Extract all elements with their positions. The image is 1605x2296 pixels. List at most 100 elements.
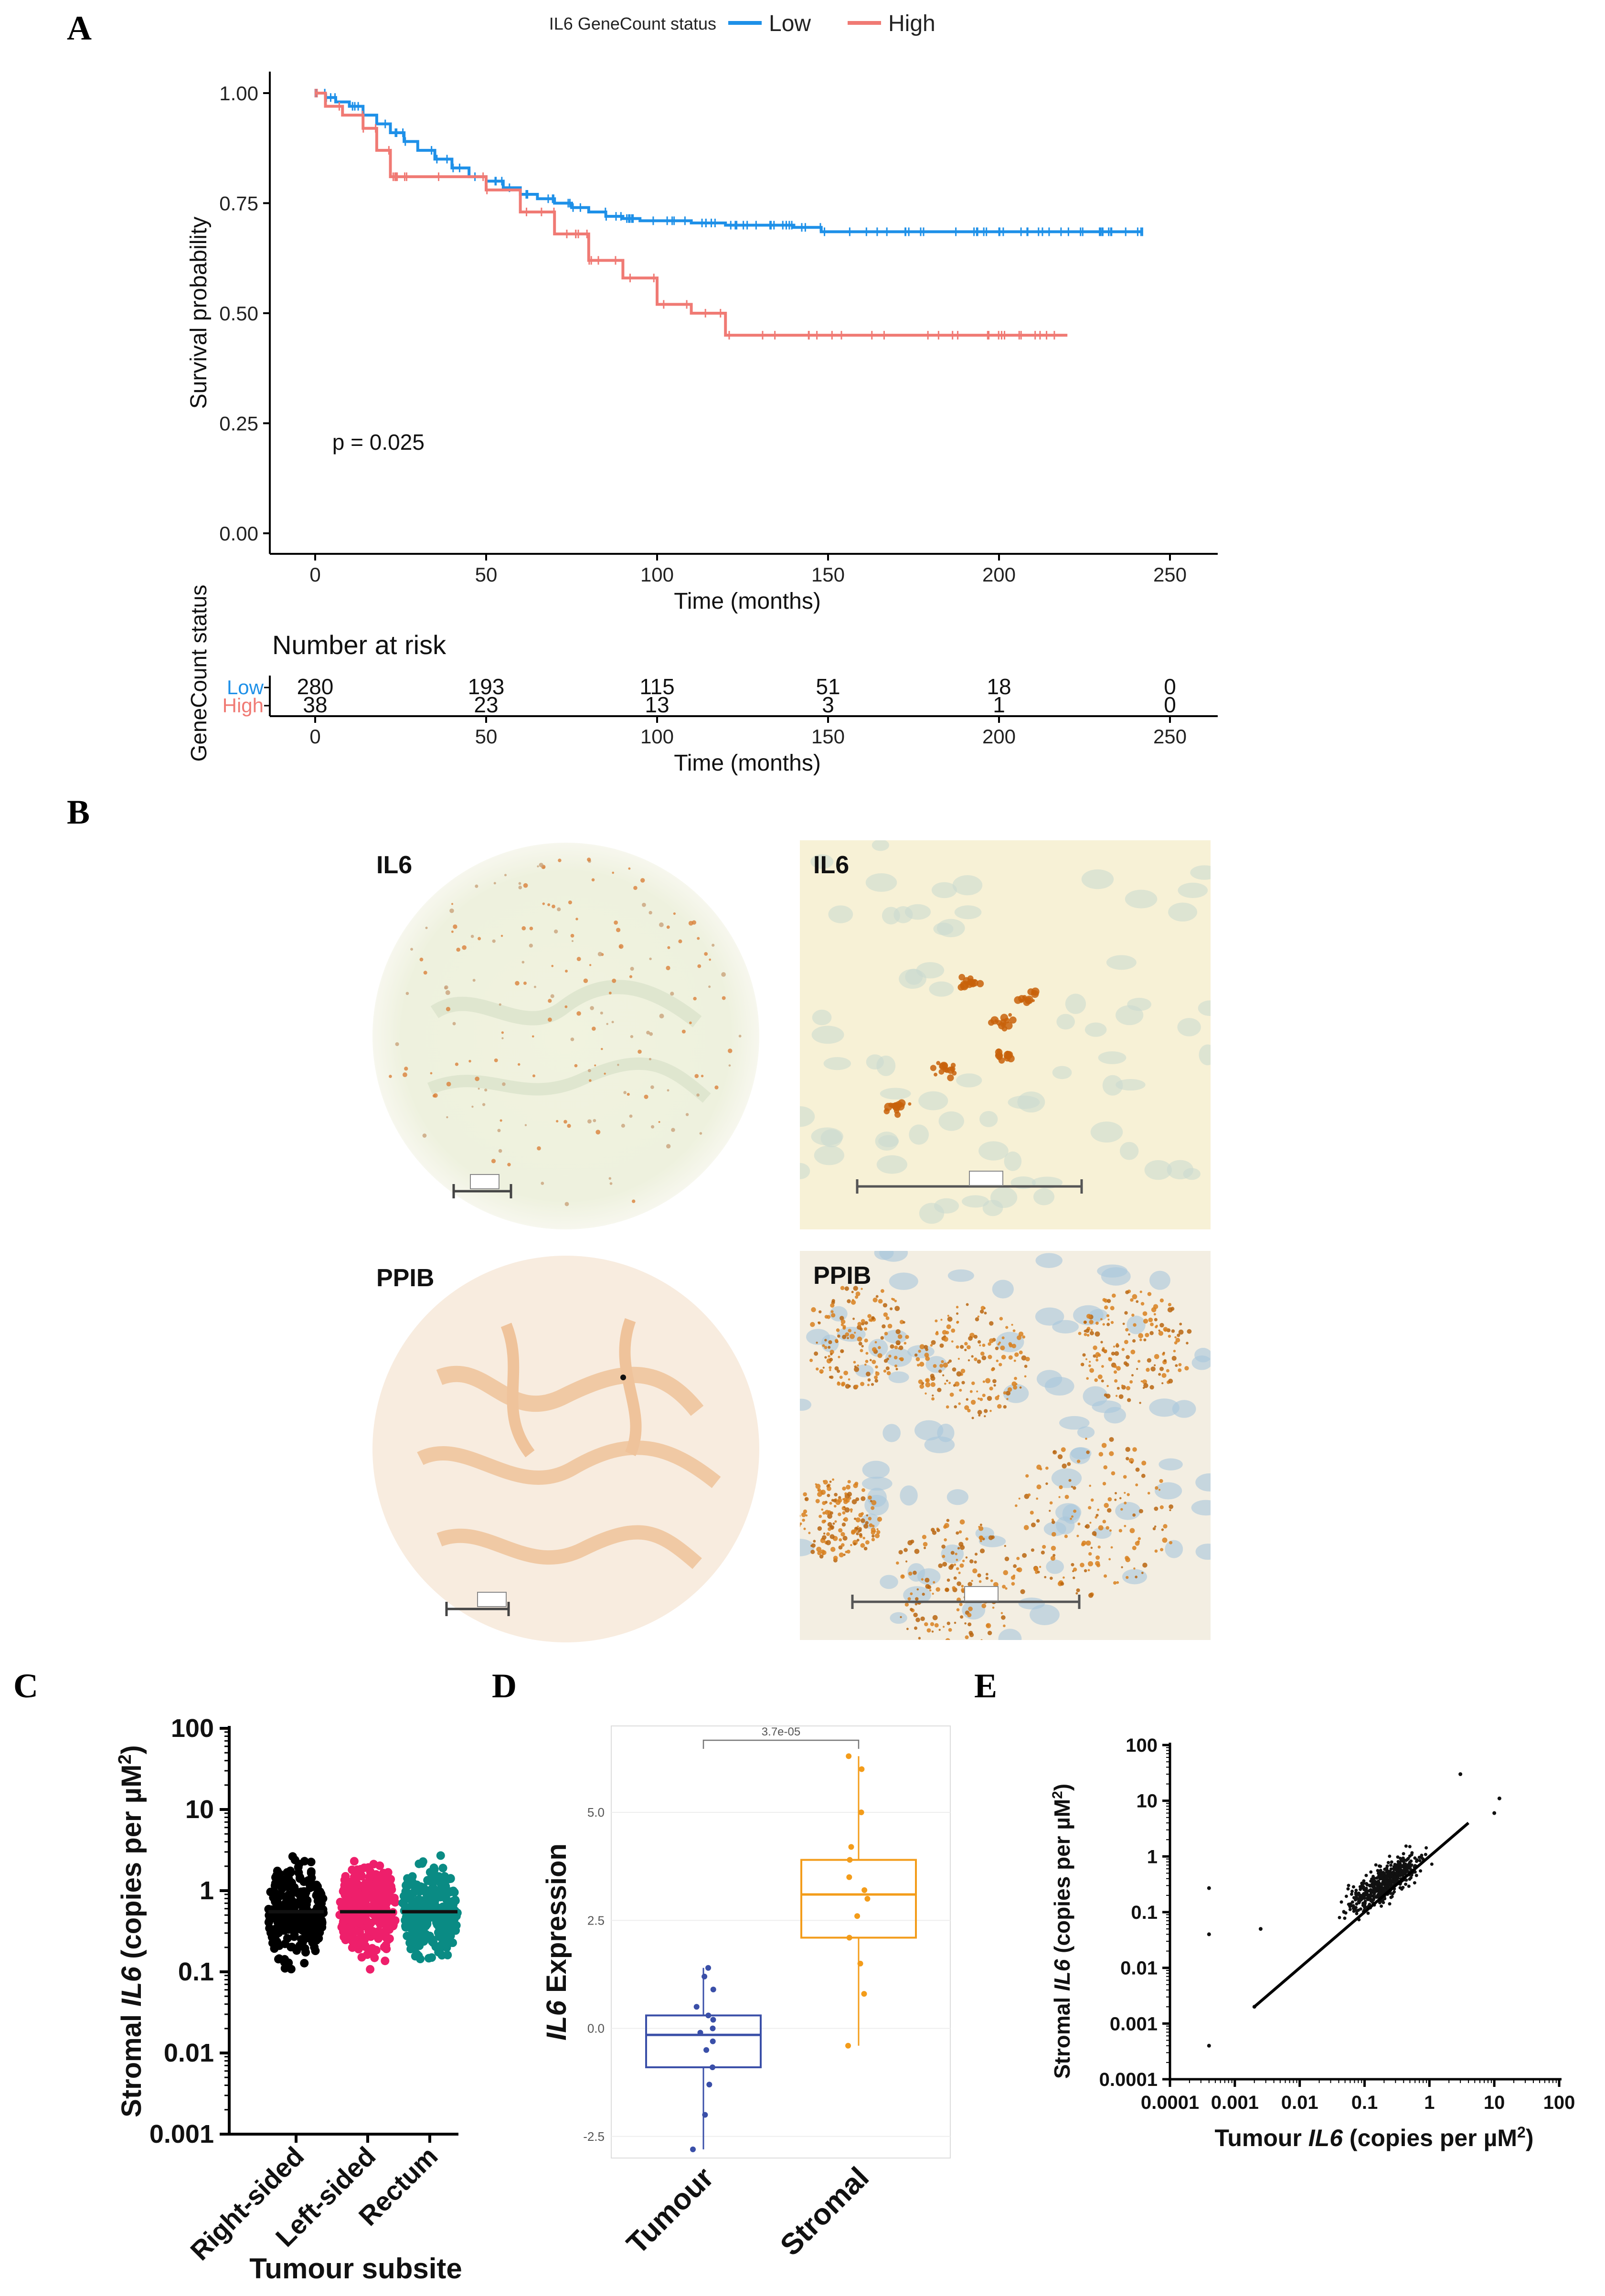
data-point-right-sided [283, 1934, 292, 1943]
stain-dot [837, 1369, 840, 1373]
stain-dot [832, 1478, 835, 1481]
stain-dot [811, 1307, 816, 1312]
stain-dot [550, 994, 554, 998]
stain-dot [895, 1367, 898, 1371]
stain-dot [608, 991, 612, 995]
stain-dot [980, 1351, 985, 1356]
significance-bracket [702, 1739, 860, 1749]
stain-dot [943, 1336, 948, 1342]
stain-dot [957, 1581, 962, 1586]
stain-dot [890, 1344, 894, 1349]
stain-dot [1097, 1508, 1100, 1511]
stain-dot [915, 1357, 920, 1362]
cell-nucleus [1155, 1482, 1182, 1500]
cell-nucleus [1097, 1264, 1127, 1278]
stain-dot [1081, 1542, 1085, 1546]
stain-dot [872, 1297, 878, 1302]
stain-dot [858, 1342, 862, 1346]
stain-dot [1111, 1352, 1115, 1356]
data-point [1355, 1909, 1359, 1913]
stain-dot [966, 1398, 968, 1401]
stain-dot [979, 1535, 983, 1540]
stain-dot [564, 1005, 568, 1008]
stain-dot [948, 1359, 952, 1363]
stain-dot [1124, 1340, 1128, 1344]
stain-dot [988, 1354, 992, 1359]
stain-dot [854, 1332, 856, 1334]
stain-dot [865, 1521, 869, 1525]
stain-dot [648, 910, 652, 915]
y-axis-title: Stromal IL6 (copies per µM2) [115, 1745, 147, 2117]
stain-dot [1073, 1486, 1076, 1490]
data-point [846, 1753, 852, 1759]
stain-dot [1001, 1026, 1008, 1032]
stain-dot [842, 1334, 847, 1339]
stain-dot [844, 1507, 850, 1513]
micrograph-il6-overview: IL6 [363, 840, 769, 1232]
stain-dot [1141, 1572, 1144, 1574]
stain-dot [1136, 1300, 1139, 1303]
stain-dot [600, 1011, 603, 1015]
stain-dot [979, 1397, 983, 1401]
stain-dot [649, 957, 652, 960]
risk-value: 0 [1164, 674, 1176, 699]
cell-nucleus [1144, 1160, 1172, 1180]
stain-dot [999, 1341, 1001, 1344]
data-point [710, 2064, 716, 2070]
stain-dot [617, 1064, 619, 1066]
stain-dot [871, 1537, 875, 1542]
stain-dot [851, 1299, 854, 1301]
stain-dot [523, 883, 528, 888]
stain-dot [854, 1366, 860, 1372]
stain-dot [956, 1321, 959, 1323]
stain-dot [564, 1202, 569, 1206]
cell-nucleus [862, 1460, 890, 1479]
risk-value: 280 [297, 674, 334, 699]
stain-dot [606, 1023, 608, 1025]
stain-dot [529, 943, 533, 948]
stain-dot [944, 1538, 947, 1542]
stain-dot [389, 1075, 392, 1078]
cell-nucleus [810, 854, 834, 869]
stain-dot [919, 1384, 925, 1389]
data-point-rectum [410, 1887, 419, 1896]
stain-dot [932, 1394, 934, 1397]
stain-dot [1150, 1366, 1156, 1372]
stain-dot [1052, 1554, 1056, 1557]
stain-dot [838, 1545, 843, 1550]
stain-dot [1012, 1574, 1016, 1577]
stain-dot [1149, 1385, 1154, 1390]
stain-dot [1126, 1355, 1130, 1359]
stain-dot [1013, 1359, 1016, 1362]
stain-dot [507, 1163, 511, 1166]
data-point [1400, 1864, 1403, 1868]
stain-dot [956, 1567, 959, 1570]
stain-dot [872, 1360, 876, 1365]
stain-dot [1022, 1553, 1027, 1558]
stain-dot [494, 1058, 498, 1062]
data-point [1207, 1932, 1211, 1936]
stain-dot [815, 1483, 821, 1489]
y-tick-label: 0.01 [164, 2039, 214, 2067]
stain-dot [905, 1560, 908, 1563]
stain-dot [1139, 1338, 1142, 1342]
stain-dot [518, 886, 522, 889]
stain-dot [575, 918, 578, 921]
stain-dot [984, 1409, 988, 1413]
stain-dot [1171, 1329, 1175, 1333]
stain-dot [515, 981, 520, 986]
data-point-right-sided [313, 1896, 322, 1905]
stain-dot [1132, 1294, 1137, 1300]
cell-nucleus [1093, 1527, 1112, 1539]
data-point-right-sided [303, 1929, 312, 1938]
stain-dot [828, 1527, 831, 1531]
stain-dot [1154, 1549, 1158, 1553]
data-point-right-sided [283, 1868, 292, 1877]
data-point-right-sided [289, 1887, 298, 1896]
stain-dot [925, 1577, 930, 1583]
data-point [1386, 1861, 1390, 1864]
data-point [702, 2112, 708, 2118]
y-tick-label: 0.00 [219, 522, 258, 545]
risk-value: 23 [474, 692, 498, 717]
stain-dot [934, 1072, 938, 1077]
